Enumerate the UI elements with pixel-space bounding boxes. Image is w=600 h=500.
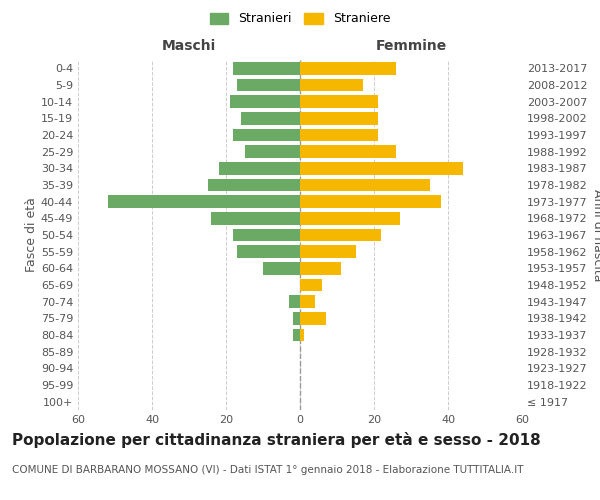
Bar (300, 128, 378, 141)
Y-axis label: Fasce di età: Fasce di età (25, 198, 38, 272)
Text: COMUNE DI BARBARANO MOSSANO (VI) - Dati ISTAT 1° gennaio 2018 - Elaborazione TUT: COMUNE DI BARBARANO MOSSANO (VI) - Dati … (12, 465, 523, 475)
Text: Femmine: Femmine (376, 39, 446, 53)
Bar (300, 62, 396, 74)
Bar (300, 329, 304, 341)
Bar (300, 246, 355, 258)
Bar (263, 262, 300, 274)
Bar (300, 162, 463, 174)
Bar (208, 179, 300, 191)
Bar (300, 296, 315, 308)
Legend: Stranieri, Straniere: Stranieri, Straniere (206, 8, 394, 29)
Bar (233, 62, 300, 74)
Bar (289, 296, 300, 308)
Bar (245, 146, 300, 158)
Bar (233, 128, 300, 141)
Text: Popolazione per cittadinanza straniera per età e sesso - 2018: Popolazione per cittadinanza straniera p… (12, 432, 541, 448)
Bar (300, 279, 322, 291)
Bar (300, 146, 396, 158)
Bar (293, 312, 300, 324)
Bar (300, 96, 378, 108)
Bar (300, 112, 378, 124)
Bar (293, 329, 300, 341)
Text: Maschi: Maschi (162, 39, 216, 53)
Bar (230, 96, 300, 108)
Bar (107, 196, 300, 208)
Bar (233, 229, 300, 241)
Bar (300, 196, 440, 208)
Bar (241, 112, 300, 124)
Y-axis label: Anni di nascita: Anni di nascita (591, 188, 600, 281)
Bar (300, 78, 363, 91)
Bar (300, 312, 326, 324)
Bar (211, 212, 300, 224)
Bar (218, 162, 300, 174)
Bar (237, 78, 300, 91)
Bar (300, 229, 382, 241)
Bar (300, 262, 341, 274)
Bar (237, 246, 300, 258)
Bar (300, 212, 400, 224)
Bar (300, 179, 430, 191)
